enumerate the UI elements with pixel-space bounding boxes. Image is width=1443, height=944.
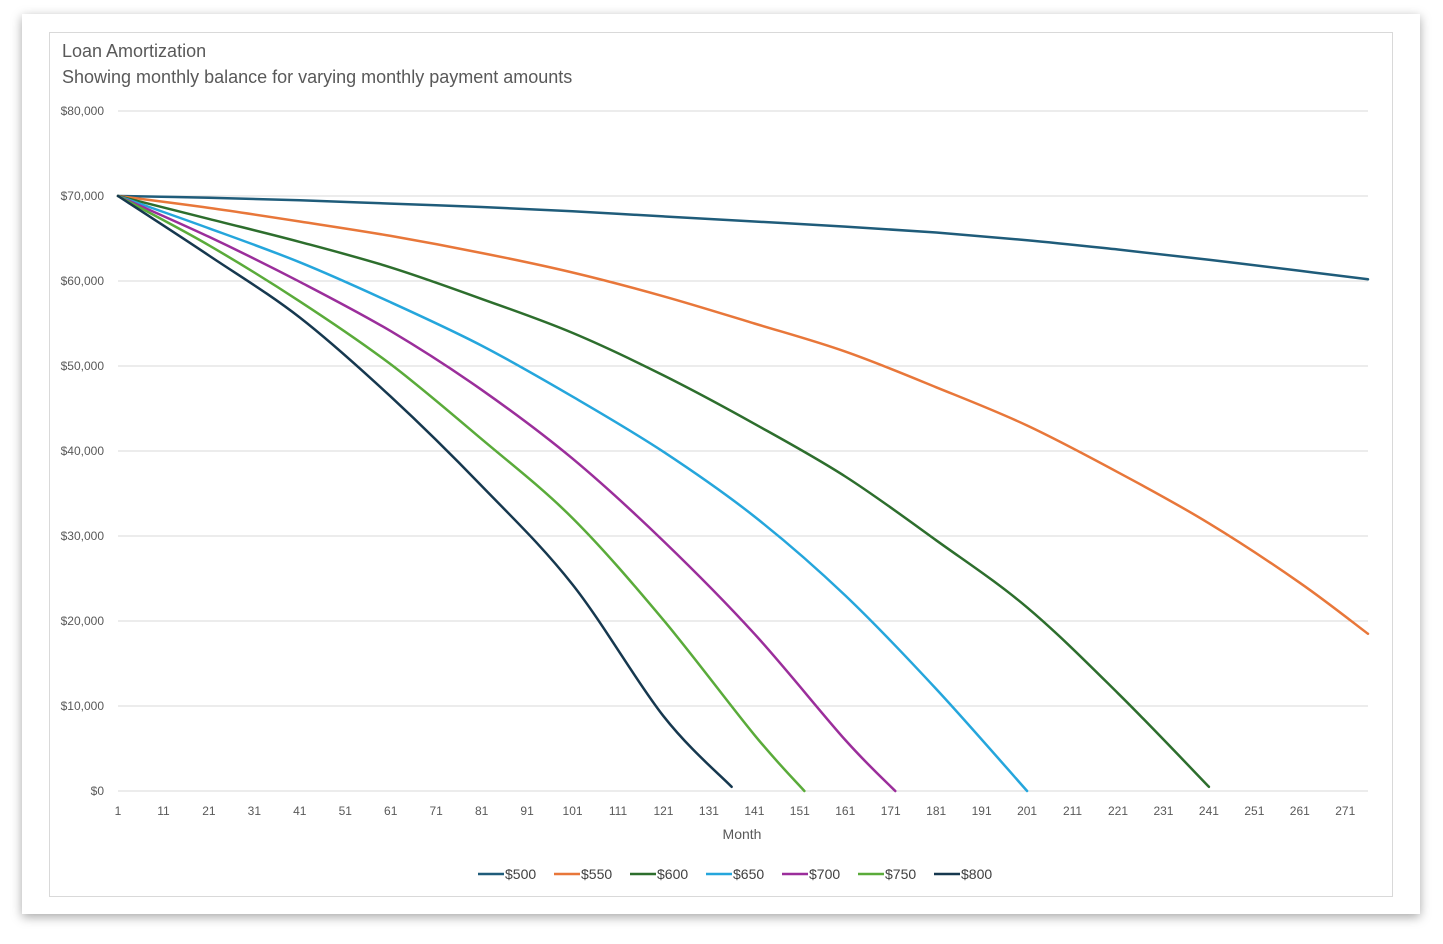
y-tick-label: $10,000 xyxy=(61,699,105,713)
series-line xyxy=(116,194,1029,793)
x-tick-label: 81 xyxy=(475,804,489,818)
x-tick-label: 71 xyxy=(430,804,444,818)
y-tick-label: $70,000 xyxy=(61,189,105,203)
gridlines xyxy=(118,110,1368,792)
chart-title: Loan Amortization xyxy=(62,41,207,61)
x-tick-label: 141 xyxy=(744,804,764,818)
x-tick-label: 161 xyxy=(835,804,855,818)
y-axis-ticks: $0 $10,000 $20,000 $30,000 $40,000 $50,000 $60… xyxy=(61,104,105,798)
x-tick-label: 241 xyxy=(1199,804,1219,818)
x-tick-label: 61 xyxy=(384,804,398,818)
x-tick-label: 201 xyxy=(1017,804,1037,818)
x-tick-label: 51 xyxy=(339,804,353,818)
y-tick-label: $20,000 xyxy=(61,614,105,628)
x-tick-label: 171 xyxy=(881,804,901,818)
x-axis-ticks: 1 11 21 31 41 51 61 71 81 91 101 111 121 131 141 151 161… xyxy=(115,804,1356,818)
series-line xyxy=(116,194,806,793)
y-tick-label: $40,000 xyxy=(61,444,105,458)
y-tick-label: $30,000 xyxy=(61,529,105,543)
legend-label: $600 xyxy=(657,866,688,882)
x-tick-label: 271 xyxy=(1335,804,1355,818)
x-tick-label: 41 xyxy=(293,804,307,818)
x-tick-label: 101 xyxy=(563,804,583,818)
series-line xyxy=(116,194,1370,281)
series-line xyxy=(116,194,1370,636)
legend-label: $550 xyxy=(581,866,612,882)
chart-subtitle: Showing monthly balance for varying mont… xyxy=(62,67,573,87)
x-tick-label: 251 xyxy=(1244,804,1264,818)
x-tick-label: 111 xyxy=(609,804,628,818)
x-tick-label: 221 xyxy=(1108,804,1128,818)
x-tick-label: 211 xyxy=(1063,804,1082,818)
x-tick-label: 181 xyxy=(926,804,946,818)
x-tick-label: 261 xyxy=(1290,804,1310,818)
x-tick-label: 191 xyxy=(972,804,992,818)
legend-label: $800 xyxy=(961,866,992,882)
chart-window xyxy=(22,14,1420,914)
legend: $500 $550 $600 $650 $700 $750 $800 xyxy=(478,866,992,882)
legend-label: $500 xyxy=(505,866,536,882)
legend-label: $700 xyxy=(809,866,840,882)
series-lines xyxy=(116,194,1370,793)
legend-label: $750 xyxy=(885,866,916,882)
x-tick-label: 131 xyxy=(699,804,719,818)
x-tick-label: 31 xyxy=(248,804,262,818)
series-line xyxy=(116,194,1211,789)
y-tick-label: $80,000 xyxy=(61,104,105,118)
x-tick-label: 121 xyxy=(653,804,673,818)
y-tick-label: $60,000 xyxy=(61,274,105,288)
y-tick-label: $0 xyxy=(91,784,105,798)
y-tick-label: $50,000 xyxy=(61,359,105,373)
series-line xyxy=(116,194,897,793)
x-tick-label: 231 xyxy=(1153,804,1173,818)
chart-area xyxy=(49,32,1393,897)
x-tick-label: 1 xyxy=(115,804,122,818)
x-tick-label: 151 xyxy=(790,804,810,818)
x-tick-label: 91 xyxy=(520,804,534,818)
series-line xyxy=(116,194,733,789)
legend-label: $650 xyxy=(733,866,764,882)
x-tick-label: 11 xyxy=(157,804,170,818)
x-tick-label: 21 xyxy=(202,804,216,818)
x-axis-title: Month xyxy=(723,826,762,842)
